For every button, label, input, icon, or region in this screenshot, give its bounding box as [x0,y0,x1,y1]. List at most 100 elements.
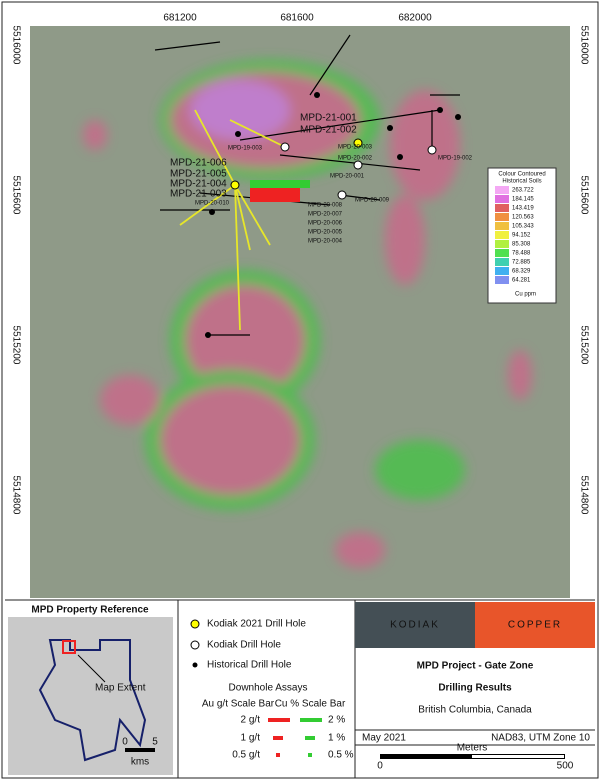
line [339,194,381,201]
rect [305,736,315,740]
circle [205,332,211,338]
date: May 2021 [362,733,406,744]
cu-scale-label: 2 % [328,715,345,726]
hole-label: MPD-20-004 [308,239,343,245]
hole-label: MPD-20-005 [308,230,343,236]
rect [308,753,312,757]
soil-class-swatch [495,276,509,284]
cu-header: Cu % Scale Bar [275,699,346,710]
circle [353,160,363,170]
circle [190,619,200,629]
ellipse [390,90,460,200]
y-coord: 5514800 [10,476,21,515]
hole-label: MPD-21-005 [170,169,227,180]
hole-label: MPD-20-010 [195,201,230,207]
rect [268,718,290,722]
soil-class-swatch [495,186,509,194]
hole-label: MPD-21-006 [170,158,227,169]
y-coord: 5514800 [578,476,589,515]
ellipse [190,80,290,140]
assay-bars [250,188,300,202]
line [229,119,286,148]
soil-class-label: 105.343 [512,224,534,230]
scale-start: 0 [377,761,383,772]
path [38,639,147,762]
line [179,184,236,226]
soil-class-label: 120.563 [512,215,534,221]
hole-label: MPD-19-003 [228,146,263,152]
soil-class-label: 94.152 [512,233,531,239]
hole-label: MPD-20-003 [338,145,373,151]
hole-label: MPD-20-002 [338,156,373,162]
rect [250,180,310,188]
soil-class-swatch [495,249,509,257]
line [234,184,271,246]
map-title: MPD Project - Gate Zone [417,661,534,672]
rect [300,718,322,722]
line [154,41,221,51]
soil-class-label: 184.145 [512,197,534,203]
kodiak-holes [280,142,437,200]
soil-class-label: 85.308 [512,242,531,248]
assays-title: Downhole Assays [229,683,308,694]
ellipse [83,120,107,150]
logo-left: KODIAK [390,620,440,631]
soil-class-swatch [495,204,509,212]
line [309,34,351,96]
y-coord: 5516000 [578,26,589,65]
y-coord: 5515600 [578,176,589,215]
line [234,184,241,331]
datum: NAD83, UTM Zone 10 [491,733,590,744]
ellipse [508,350,532,400]
ellipse [100,375,160,425]
kodiak-traces [179,109,286,331]
circle [427,145,437,155]
kodiak-2021-holes [230,138,363,190]
soil-class-swatch [495,222,509,230]
map-extent-label: Map Extent [95,683,146,694]
circle [437,107,443,113]
circle [280,142,290,152]
soil-class-label: 78.488 [512,251,531,257]
ref-scale-5: 5 [152,737,158,748]
hole-label: MPD-20-008 [308,203,343,209]
ellipse [385,195,425,285]
map-subtitle: Drilling Results [438,683,512,694]
au-header: Au g/t Scale Bar [202,699,275,710]
logo-dark [355,602,475,648]
line [234,184,251,251]
hole-label: MPD-20-007 [308,212,343,218]
hole-label: MPD-21-002 [300,125,357,136]
line [194,109,236,186]
legend-symbols [190,619,322,757]
x-coord: 681200 [163,13,197,24]
circle [353,138,363,148]
rect [472,755,564,758]
historical-holes [205,92,461,338]
scale-unit: Meters [457,743,488,754]
soil-class-swatch [495,195,509,203]
cu-scale-label: 0.5 % [328,750,354,761]
rect [250,188,300,202]
rect [276,753,280,757]
reference-title: MPD Property Reference [31,605,149,616]
au-scale-label: 2 g/t [241,715,261,726]
x-coord: 682000 [398,13,432,24]
circle [337,190,347,200]
soil-class-swatch [495,213,509,221]
x-coord: 681600 [280,13,314,24]
ellipse [185,285,305,395]
au-scale-label: 0.5 g/t [232,750,260,761]
ellipse [335,532,385,568]
line [239,109,441,141]
circle [455,114,461,120]
circle [235,131,241,137]
cu-bars [250,180,310,188]
y-coord: 5515200 [10,326,21,365]
legend-entry: Kodiak Drill Hole [207,640,281,651]
circle [192,662,198,668]
hole-label: MPD-20-001 [330,174,365,180]
